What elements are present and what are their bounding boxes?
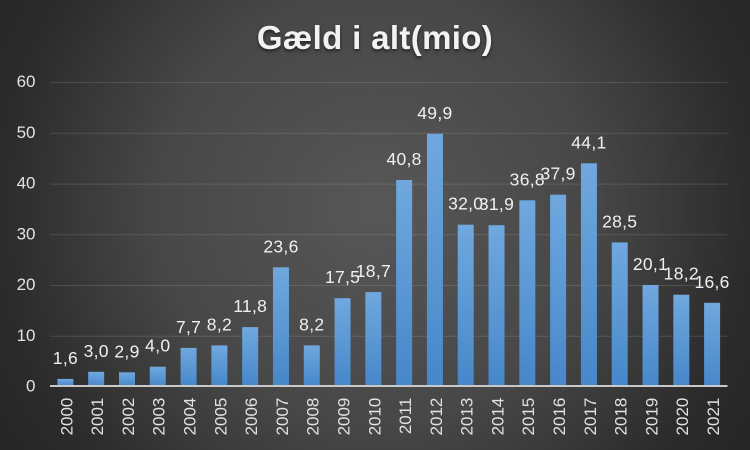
svg-text:2021: 2021 [704,398,723,436]
svg-text:23,6: 23,6 [263,236,298,256]
svg-text:2012: 2012 [427,398,446,436]
svg-text:2008: 2008 [304,398,323,436]
svg-text:18,7: 18,7 [356,261,391,281]
svg-text:32,0: 32,0 [448,194,483,214]
svg-text:60: 60 [17,72,36,91]
svg-text:2019: 2019 [642,398,661,436]
svg-text:20,1: 20,1 [633,254,668,274]
svg-text:2016: 2016 [550,398,569,436]
svg-text:2009: 2009 [335,398,354,436]
svg-text:2018: 2018 [612,398,631,436]
svg-text:31,9: 31,9 [479,194,514,214]
svg-text:7,7: 7,7 [176,317,201,337]
svg-text:40: 40 [17,174,36,193]
svg-text:16,6: 16,6 [694,272,729,292]
svg-text:10: 10 [17,326,36,345]
svg-text:37,9: 37,9 [540,164,575,184]
svg-text:1,6: 1,6 [53,348,78,368]
svg-text:2004: 2004 [181,398,200,436]
svg-text:40,8: 40,8 [386,149,421,169]
svg-text:30: 30 [17,224,36,243]
svg-text:28,5: 28,5 [602,211,637,231]
svg-text:2002: 2002 [119,398,138,436]
svg-text:4,0: 4,0 [145,336,170,356]
svg-text:2013: 2013 [458,398,477,436]
svg-text:0: 0 [26,377,35,396]
svg-text:2006: 2006 [242,398,261,436]
svg-text:36,8: 36,8 [510,169,545,189]
svg-text:3,0: 3,0 [84,341,109,361]
svg-text:17,5: 17,5 [325,267,360,287]
svg-text:2,9: 2,9 [114,341,139,361]
svg-text:2014: 2014 [489,398,508,436]
svg-text:2011: 2011 [396,398,415,435]
svg-text:2007: 2007 [273,398,292,436]
svg-text:8,2: 8,2 [207,314,232,334]
svg-text:49,9: 49,9 [417,103,452,123]
svg-text:2003: 2003 [150,398,169,436]
svg-text:11,8: 11,8 [233,296,267,316]
svg-text:2017: 2017 [581,398,600,436]
svg-text:8,2: 8,2 [299,314,324,334]
svg-text:2015: 2015 [519,398,538,436]
svg-text:2000: 2000 [57,398,76,436]
svg-text:2001: 2001 [88,398,107,436]
svg-text:18,2: 18,2 [664,264,699,284]
svg-text:2020: 2020 [673,398,692,436]
svg-text:20: 20 [17,275,36,294]
svg-text:44,1: 44,1 [571,132,606,152]
svg-text:50: 50 [17,123,36,142]
svg-text:2010: 2010 [365,398,384,436]
svg-text:2005: 2005 [211,398,230,436]
